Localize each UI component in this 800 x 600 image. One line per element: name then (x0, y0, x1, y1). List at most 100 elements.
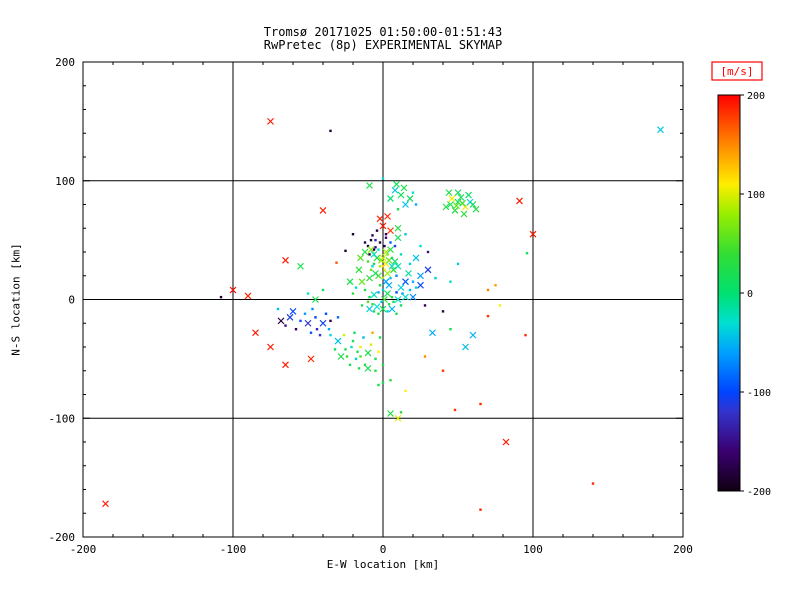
data-point-dot (329, 333, 332, 337)
data-point-dot (333, 348, 337, 351)
data-point-dot (401, 292, 404, 295)
data-point-x (376, 215, 384, 223)
y-tick-label: -100 (49, 412, 76, 425)
data-point-dot (299, 319, 302, 323)
data-point-dot (344, 249, 347, 253)
data-point-dot (303, 312, 307, 315)
data-point-x (394, 234, 402, 242)
data-point-x (378, 256, 385, 264)
data-point-dot (494, 284, 497, 287)
chart-subtitle: RwPretec (8p) EXPERIMENTAL SKYMAP (263, 38, 503, 52)
data-point-dot (434, 276, 437, 280)
data-point-dot (353, 331, 356, 334)
data-point-x (373, 303, 381, 311)
data-point-dot (414, 203, 418, 206)
data-point-x (406, 195, 414, 202)
data-point-dot (324, 312, 328, 315)
data-point-dot (524, 333, 527, 337)
data-point-dot (366, 260, 370, 263)
data-point-x (286, 313, 294, 321)
data-point-dot (423, 304, 427, 307)
data-point-dot (362, 336, 365, 339)
data-point-dot (366, 300, 370, 304)
data-point-x (387, 227, 394, 235)
data-point-dot (380, 300, 383, 304)
data-point-dot (377, 291, 380, 294)
data-point-x (277, 317, 285, 325)
data-point-dot (441, 310, 445, 313)
data-point-dot (479, 508, 482, 511)
x-axis-label: E-W location [km] (326, 558, 440, 571)
data-point-x (402, 278, 409, 286)
data-point-x (346, 278, 354, 286)
data-point-dot (399, 253, 403, 256)
data-point-dot (351, 232, 355, 236)
data-point-dot (359, 355, 362, 358)
data-point-x (370, 250, 378, 258)
data-point-x (529, 230, 537, 238)
data-point-x (472, 205, 480, 213)
data-point-x (412, 254, 420, 262)
data-point-dot (329, 319, 332, 323)
colorbar-tick-label: -100 (747, 388, 771, 399)
data-point-dot (408, 262, 412, 266)
data-point-x (417, 272, 424, 280)
data-point-x (304, 319, 312, 327)
data-point-dot (386, 310, 389, 313)
data-point-x (469, 331, 477, 339)
data-point-dot (591, 482, 595, 485)
data-point-dot (374, 357, 377, 361)
data-point-x (400, 184, 408, 192)
data-point-dot (453, 408, 457, 412)
data-point-x (385, 281, 393, 289)
data-point-dot (351, 292, 355, 295)
y-tick-label: 100 (55, 175, 75, 188)
data-point-dot (396, 208, 400, 211)
data-point-x (252, 329, 259, 337)
colorbar-tick-label: -200 (747, 487, 771, 498)
colorbar-label: [m/s] (720, 65, 753, 78)
x-tick-label: -200 (70, 543, 97, 556)
data-point-x (459, 199, 466, 207)
data-point-dot (525, 251, 529, 255)
data-point-dot (314, 316, 317, 319)
data-point-dot (356, 350, 359, 353)
data-point-dot (363, 363, 367, 367)
data-point-x (394, 414, 402, 422)
data-point-dot (411, 191, 415, 194)
data-point-dot (378, 265, 382, 268)
data-point-dot (369, 343, 373, 346)
data-point-dot (377, 383, 380, 387)
data-point-x (391, 258, 399, 265)
data-point-dot (327, 327, 331, 331)
data-point-x (102, 500, 109, 508)
data-point-dot (441, 369, 445, 372)
data-point-dot (372, 248, 376, 251)
data-point-dot (408, 288, 412, 292)
data-point-x (394, 224, 402, 232)
data-point-x (334, 337, 342, 345)
data-point-x (457, 193, 465, 201)
data-point-dot (329, 129, 332, 133)
data-point-dot (383, 268, 386, 272)
data-point-dot (419, 244, 422, 248)
data-point-dot (371, 265, 374, 268)
data-point-dot (498, 304, 502, 307)
data-point-x (297, 262, 304, 270)
data-point-dot (374, 238, 377, 242)
data-point-x (364, 364, 372, 372)
data-point-x (394, 296, 402, 303)
data-point-x (361, 248, 369, 256)
data-point-dot (294, 327, 298, 331)
data-point-dot (389, 276, 392, 280)
data-point-dot (395, 312, 398, 315)
data-point-dot (315, 327, 319, 331)
data-point-dot (426, 250, 430, 254)
data-point-dot (387, 303, 391, 306)
data-point-x (394, 262, 402, 270)
data-point-dot (371, 331, 374, 334)
data-point-dot (377, 248, 380, 251)
y-tick-label: 200 (55, 56, 75, 69)
data-point-dot (363, 288, 367, 292)
data-point-x (244, 292, 252, 300)
